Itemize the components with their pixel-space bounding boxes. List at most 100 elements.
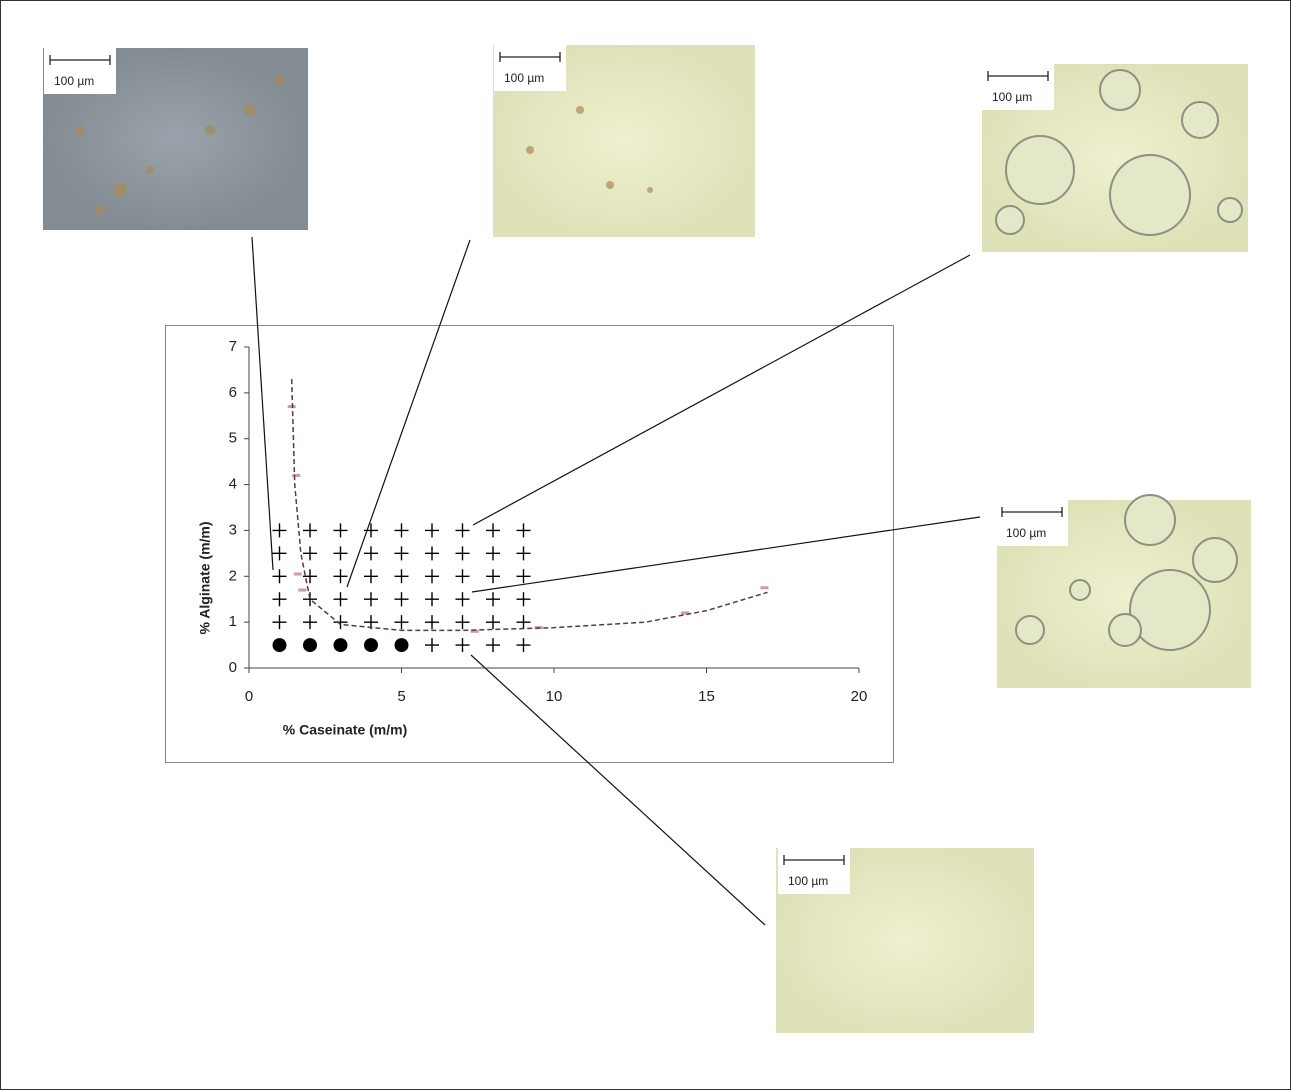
plus-point [303, 523, 317, 538]
arrow [251, 236, 274, 571]
dash-point [292, 473, 301, 477]
plus-point [272, 523, 287, 538]
y-tick-label: 2 [229, 567, 237, 584]
scale-box [494, 45, 566, 91]
plus-point [364, 523, 378, 538]
plus-point [516, 523, 531, 538]
plus-point [455, 546, 470, 561]
x-tick-label: 15 [698, 688, 715, 705]
plus-point [486, 615, 500, 630]
plus-point [364, 546, 378, 561]
plus-point [516, 546, 531, 561]
plus-point [425, 523, 439, 538]
plus-point [394, 546, 409, 561]
plus-point [364, 592, 378, 607]
x-tick-label: 10 [546, 688, 563, 705]
scale-bar [499, 52, 561, 62]
dash-point [470, 629, 479, 633]
plus-point [455, 523, 470, 538]
circle-point [303, 638, 317, 653]
circle-point [272, 638, 287, 653]
dash-point [287, 405, 296, 409]
x-tick-label: 0 [245, 688, 253, 705]
x-axis-label: % Caseinate (m/m) [283, 722, 407, 738]
droplets [995, 69, 1243, 651]
dash-point [293, 572, 302, 576]
scale-bar [49, 55, 111, 65]
plus-point [425, 546, 439, 561]
plus-point [455, 638, 470, 653]
plus-point [272, 592, 287, 607]
plus-point [303, 592, 317, 607]
plus-point [333, 569, 348, 584]
x-tick-label: 5 [397, 688, 405, 705]
plus-point [425, 638, 439, 653]
circle-point [364, 638, 378, 653]
dash-point [298, 588, 307, 592]
arrow [472, 254, 971, 526]
plus-point [486, 592, 500, 607]
plus-point [516, 569, 531, 584]
scale-bar [987, 71, 1049, 81]
plus-point [425, 615, 439, 630]
plus-point [333, 546, 348, 561]
scale-label: 100 µm [54, 74, 94, 88]
y-tick-label: 1 [229, 613, 237, 630]
arrow [471, 516, 981, 593]
y-tick-label: 5 [229, 430, 237, 447]
plus-point [486, 523, 500, 538]
plus-point [364, 569, 378, 584]
scale-box [996, 500, 1068, 546]
scale-label: 100 µm [1006, 526, 1046, 540]
scale-box [982, 64, 1054, 110]
x-tick-label: 20 [851, 688, 868, 705]
plus-point [486, 569, 500, 584]
scale-label: 100 µm [992, 90, 1032, 104]
scale-bar [1001, 507, 1063, 517]
plus-point [272, 615, 287, 630]
scale-box [44, 48, 116, 94]
plus-point [516, 592, 531, 607]
plus-point [394, 592, 409, 607]
plus-point [272, 546, 287, 561]
plus-point [272, 569, 287, 584]
plus-point [333, 523, 348, 538]
plus-point [486, 546, 500, 561]
circle-point [394, 638, 409, 653]
plus-point [455, 615, 470, 630]
y-tick-label: 3 [229, 521, 237, 538]
plus-point [486, 638, 500, 653]
circle-point [333, 638, 348, 653]
arrows [251, 236, 981, 926]
plus-point [303, 615, 317, 630]
plus-point [394, 615, 409, 630]
plus-point [394, 569, 409, 584]
plus-point [425, 569, 439, 584]
plus-point [455, 592, 470, 607]
y-axis-label: % Alginate (m/m) [197, 521, 213, 634]
scale-label: 100 µm [788, 874, 828, 888]
y-tick-label: 7 [229, 338, 237, 355]
chart-frame [165, 325, 894, 763]
particles [75, 75, 653, 215]
plus-point [516, 615, 531, 630]
scale-box [778, 848, 850, 894]
arrow [346, 239, 471, 588]
plus-point [303, 569, 317, 584]
plus-point [516, 638, 531, 653]
y-tick-label: 0 [229, 659, 237, 676]
y-tick-label: 4 [229, 476, 237, 493]
dash-point [681, 611, 690, 615]
scale-label: 100 µm [504, 71, 544, 85]
plus-point [333, 592, 348, 607]
y-tick-label: 6 [229, 384, 237, 401]
scale-bar [783, 855, 845, 865]
dash-point [760, 586, 769, 590]
arrow [470, 654, 766, 926]
binodal-curve [290, 379, 768, 632]
plus-point [394, 523, 409, 538]
plus-point [333, 615, 348, 630]
plus-point [303, 546, 317, 561]
